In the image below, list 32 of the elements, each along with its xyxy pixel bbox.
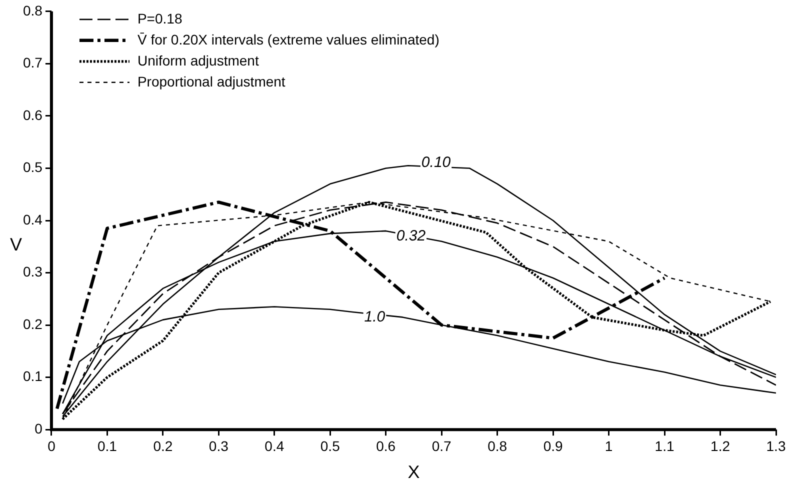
- x-tick-label: 0: [48, 438, 56, 454]
- y-tick-label: 0.1: [22, 368, 43, 384]
- x-axis-title: X: [408, 462, 420, 482]
- annotation: 0.32: [396, 227, 426, 244]
- y-tick-label: 0.6: [22, 106, 43, 123]
- annotation: 0.10: [421, 154, 452, 172]
- legend-label: P=0.18: [137, 10, 182, 26]
- legend-label: V̄ for 0.20X intervals (extreme values eliminated): [137, 31, 440, 48]
- y-tick-label: 0.7: [22, 54, 43, 71]
- x-tick-label: 1.2: [710, 438, 730, 454]
- y-tick-label: 0.2: [22, 316, 43, 332]
- x-tick-label: 0.7: [432, 438, 452, 454]
- x-tick-label: 0.4: [264, 438, 284, 454]
- x-tick-label: 1: [604, 438, 613, 454]
- x-tick-label: 0.8: [488, 438, 508, 454]
- legend-label: Uniform adjustment: [137, 52, 259, 68]
- x-tick-label: 0.9: [543, 438, 564, 454]
- y-tick-label: 0: [34, 420, 43, 436]
- x-tick-label: 0.2: [153, 438, 173, 454]
- x-tick-label: 1.3: [766, 438, 786, 454]
- y-tick-label: 0.5: [22, 159, 43, 176]
- x-tick-label: 0.1: [97, 438, 118, 454]
- y-tick-label: 0.8: [22, 2, 43, 18]
- y-tick-label: 0.3: [22, 264, 43, 280]
- x-tick-label: 0.5: [320, 438, 340, 454]
- x-tick-label: 1.1: [654, 438, 674, 454]
- y-tick-label: 0.4: [22, 211, 43, 228]
- annotation: 1.0: [364, 308, 386, 326]
- y-axis-title: V: [10, 234, 22, 254]
- x-tick-label: 0.3: [208, 438, 229, 454]
- legend-label: Proportional adjustment: [137, 73, 286, 90]
- x-tick-label: 0.6: [376, 438, 396, 454]
